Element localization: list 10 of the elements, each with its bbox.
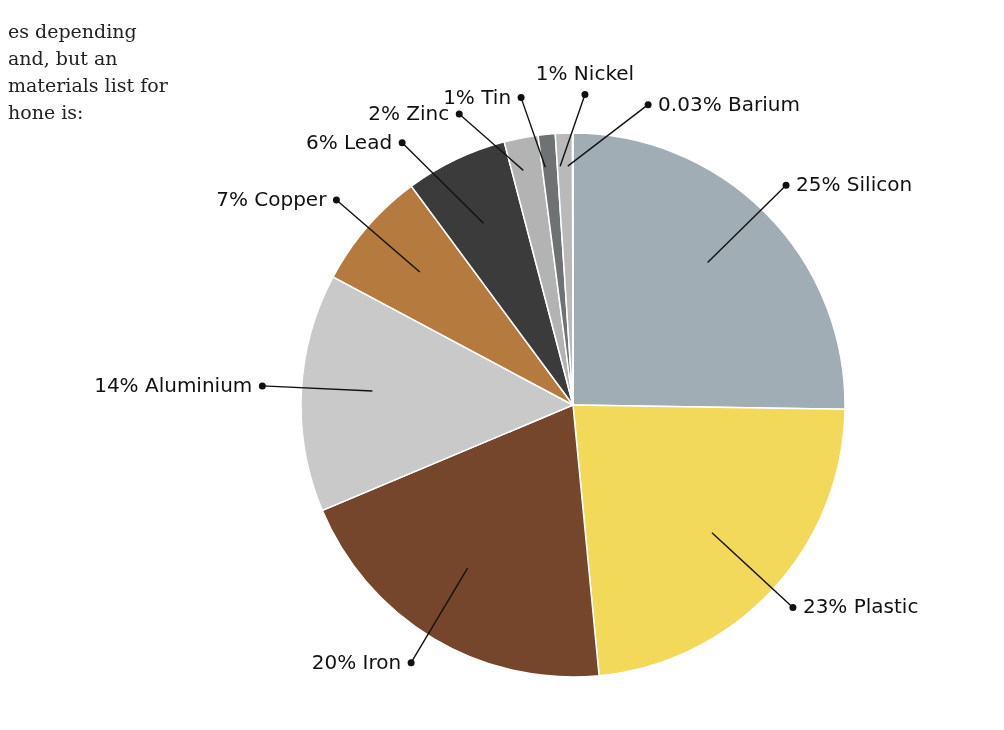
slice-label: 25% Silicon <box>796 172 913 197</box>
slice-label: 1% Nickel <box>535 61 635 86</box>
slice-label: 7% Copper <box>216 186 328 211</box>
slice-label: 23% Plastic <box>802 594 919 619</box>
slice-label: 14% Aluminium <box>94 372 253 397</box>
slice-label: 0.03% Barium <box>658 91 800 116</box>
slice-label: 6% Lead <box>305 129 393 154</box>
text: es depending and, but an materials list for hone is: <box>8 19 168 125</box>
slice-label: 20% Iron <box>311 649 402 674</box>
slice-label: 1% Tin <box>443 84 512 109</box>
